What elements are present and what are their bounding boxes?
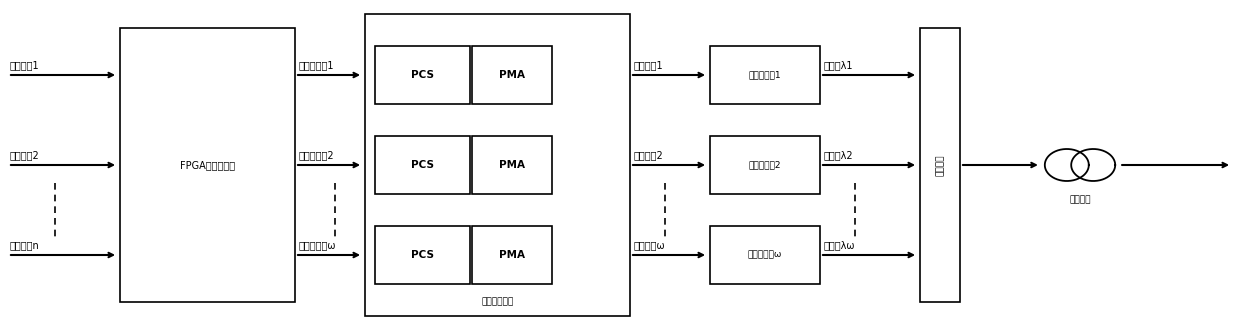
Text: 以太网物理层: 以太网物理层 — [481, 297, 513, 306]
Text: 电光转换器1: 电光转换器1 — [749, 71, 781, 80]
Text: 用户信号1: 用户信号1 — [10, 60, 40, 70]
Text: 用户信号2: 用户信号2 — [10, 150, 40, 160]
Text: PMA: PMA — [498, 70, 525, 80]
Text: 电光转换器ω: 电光转换器ω — [748, 250, 782, 259]
Bar — [711, 226, 820, 284]
Text: 串行信号ω: 串行信号ω — [634, 240, 666, 250]
Text: 编码电信号1: 编码电信号1 — [299, 60, 335, 70]
Text: PMA: PMA — [498, 250, 525, 260]
Bar — [374, 226, 470, 284]
Text: 串行信号2: 串行信号2 — [634, 150, 663, 160]
Text: 串行信号1: 串行信号1 — [634, 60, 663, 70]
Text: 光信号λ1: 光信号λ1 — [825, 60, 853, 70]
Bar — [711, 136, 820, 194]
Text: PCS: PCS — [410, 70, 434, 80]
Bar — [472, 136, 552, 194]
Text: 电光转换器2: 电光转换器2 — [749, 160, 781, 170]
Text: 用户信号n: 用户信号n — [10, 240, 40, 250]
Bar — [711, 46, 820, 104]
Bar — [920, 28, 960, 302]
Text: PMA: PMA — [498, 160, 525, 170]
Bar — [374, 136, 470, 194]
Text: PCS: PCS — [410, 160, 434, 170]
Bar — [120, 28, 295, 302]
Bar — [365, 14, 630, 316]
Text: FPGA电子编码器: FPGA电子编码器 — [180, 160, 236, 170]
Text: 编码电信号2: 编码电信号2 — [299, 150, 335, 160]
Bar — [374, 46, 470, 104]
Text: 光耦合器: 光耦合器 — [935, 154, 945, 176]
Bar — [472, 226, 552, 284]
Text: 光纤传输: 光纤传输 — [1069, 195, 1091, 205]
Text: PCS: PCS — [410, 250, 434, 260]
Bar — [472, 46, 552, 104]
Text: 光信号λω: 光信号λω — [825, 240, 856, 250]
Text: 编码电信号ω: 编码电信号ω — [299, 240, 336, 250]
Text: 光信号λ2: 光信号λ2 — [825, 150, 853, 160]
